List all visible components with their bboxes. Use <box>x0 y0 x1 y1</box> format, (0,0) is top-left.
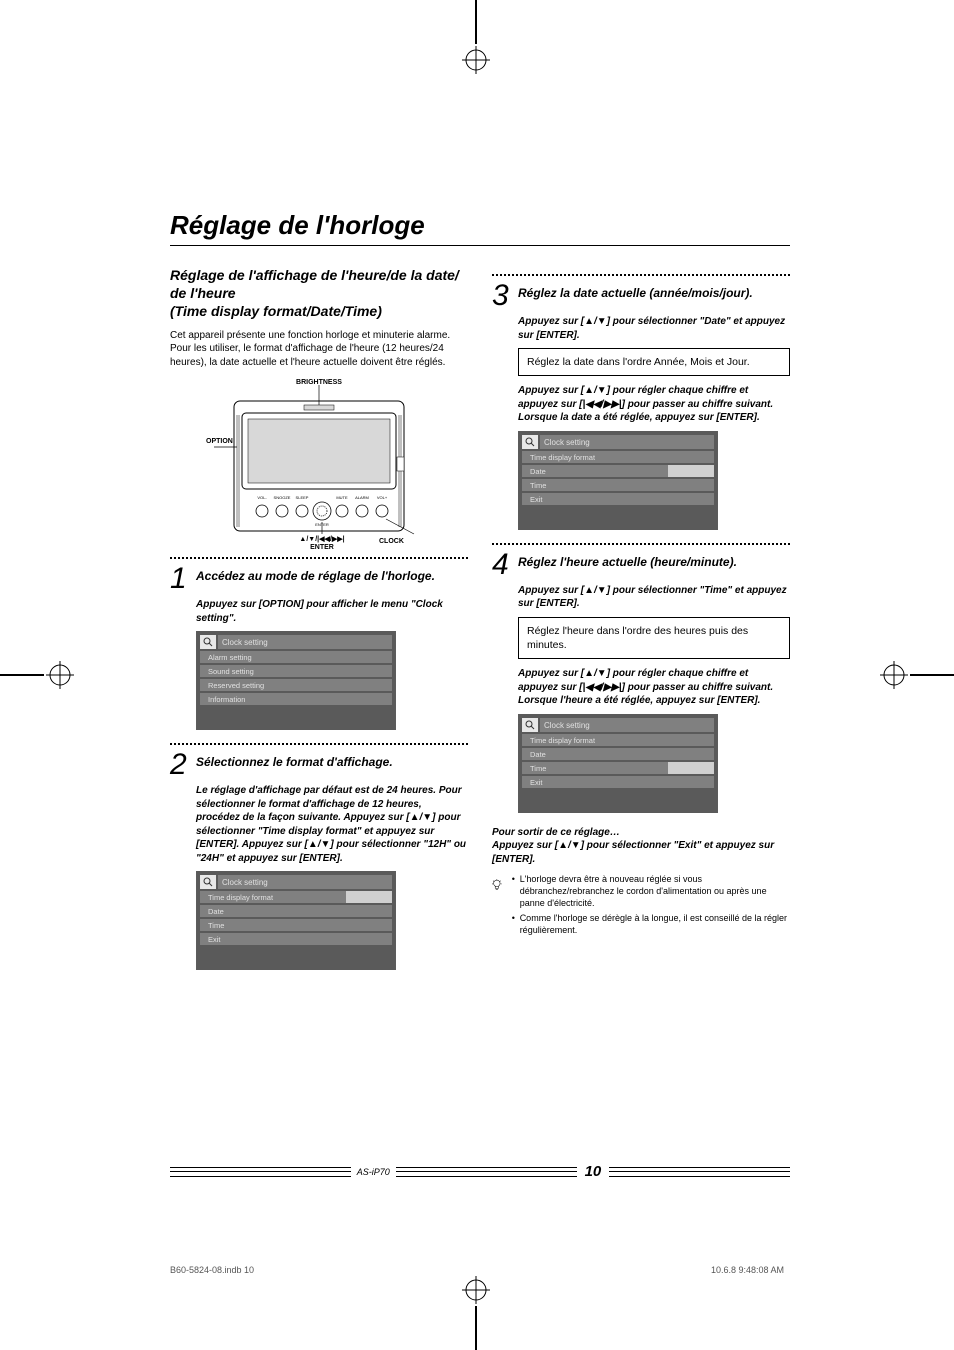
step-4-note: Réglez l'heure dans l'ordre des heures p… <box>518 617 790 659</box>
svg-text:Time display format: Time display format <box>208 893 274 902</box>
step-number: 4 <box>492 551 510 578</box>
svg-text:ALARM: ALARM <box>355 495 369 500</box>
svg-text:Clock setting: Clock setting <box>222 878 268 887</box>
step-1: 1 Accédez au mode de réglage de l'horlog… <box>170 565 468 592</box>
svg-text:Date: Date <box>530 750 546 759</box>
svg-text:Date: Date <box>530 467 546 476</box>
step-head: Réglez l'heure actuelle (heure/minute). <box>518 555 737 571</box>
step-number: 2 <box>170 751 188 778</box>
step-number: 3 <box>492 282 510 309</box>
section-heading: Réglage de l'affichage de l'heure/de la … <box>170 266 468 321</box>
tips-block: L'horloge devra être à nouveau réglée si… <box>492 874 790 940</box>
lightbulb-icon <box>492 874 502 896</box>
left-column: Réglage de l'affichage de l'heure/de la … <box>170 266 468 983</box>
heading-line2: (Time display format/Date/Time) <box>170 303 382 319</box>
print-info-left: B60-5824-08.indb 10 <box>170 1265 254 1275</box>
step-1-body: Appuyez sur [OPTION] pour afficher le me… <box>196 598 468 625</box>
print-info-right: 10.6.8 9:48:08 AM <box>711 1265 784 1275</box>
svg-text:Exit: Exit <box>530 778 543 787</box>
svg-text:Date: Date <box>208 907 224 916</box>
divider <box>170 557 468 559</box>
svg-text:Clock setting: Clock setting <box>544 438 590 447</box>
page-content: Réglage de l'horloge Réglage de l'affich… <box>170 210 790 1180</box>
step-3-body1: Appuyez sur [▲/▼] pour sélectionner "Dat… <box>518 315 790 342</box>
svg-text:Exit: Exit <box>530 495 543 504</box>
intro-text: Cet appareil présente une fonction horlo… <box>170 329 468 370</box>
svg-text:SLEEP: SLEEP <box>296 495 309 500</box>
step-2-screen: Clock setting Time display format Date Time… <box>196 871 468 975</box>
registration-mark-bottom <box>462 1276 490 1304</box>
svg-text:VOL+: VOL+ <box>377 495 388 500</box>
step-2: 2 Sélectionnez le format d'affichage. <box>170 751 468 778</box>
step-number: 1 <box>170 565 188 592</box>
svg-text:Time display format: Time display format <box>530 736 596 745</box>
svg-text:Exit: Exit <box>208 935 221 944</box>
svg-text:MUTE: MUTE <box>336 495 348 500</box>
svg-text:Time: Time <box>530 764 546 773</box>
heading-line1: Réglage de l'affichage de l'heure/de la … <box>170 267 459 301</box>
step-head: Accédez au mode de réglage de l'horloge. <box>196 569 435 585</box>
svg-text:Clock setting: Clock setting <box>544 721 590 730</box>
device-illustration: VOL- SNOOZE SLEEP MUTE ALARM VOL+ ENTER BRIG… <box>204 379 434 549</box>
tip-item: L'horloge devra être à nouveau réglée si… <box>512 874 790 909</box>
step-4-body1: Appuyez sur [▲/▼] pour sélectionner "Tim… <box>518 584 790 611</box>
divider <box>492 543 790 545</box>
footer-model: AS-iP70 <box>351 1167 396 1177</box>
svg-text:SNOOZE: SNOOZE <box>274 495 291 500</box>
svg-text:ENTER: ENTER <box>310 544 334 549</box>
svg-text:Time: Time <box>530 481 546 490</box>
svg-text:Time display format: Time display format <box>530 453 596 462</box>
svg-text:Reserved setting: Reserved setting <box>208 681 264 690</box>
step-head: Sélectionnez le format d'affichage. <box>196 755 393 771</box>
step-4-screen: Clock setting Time display format Date Time… <box>518 714 790 818</box>
step-3-note: Réglez la date dans l'ordre Année, Mois … <box>518 348 790 376</box>
exit-block: Pour sortir de ce réglage… Appuyez sur [… <box>492 826 790 867</box>
svg-text:VOL-: VOL- <box>257 495 267 500</box>
footer-page-number: 10 <box>577 1163 610 1180</box>
registration-mark-right <box>880 661 908 689</box>
svg-text:OPTION: OPTION <box>206 438 233 445</box>
tips-list: L'horloge devra être à nouveau réglée si… <box>508 874 790 940</box>
svg-text:Alarm setting: Alarm setting <box>208 653 252 662</box>
step-head: Réglez la date actuelle (année/mois/jour… <box>518 286 753 302</box>
step-2-body: Le réglage d'affichage par défaut est de… <box>196 784 468 865</box>
step-3-screen: Clock setting Time display format Date Time… <box>518 431 790 535</box>
exit-head: Pour sortir de ce réglage… <box>492 827 620 838</box>
registration-mark-left <box>46 661 74 689</box>
svg-text:BRIGHTNESS: BRIGHTNESS <box>296 379 342 386</box>
svg-text:Information: Information <box>208 695 245 704</box>
tip-item: Comme l'horloge se dérègle à la longue, … <box>512 913 790 936</box>
divider <box>170 743 468 745</box>
step-3: 3 Réglez la date actuelle (année/mois/jo… <box>492 282 790 309</box>
page-footer: AS-iP70 10 <box>170 1163 790 1180</box>
step-4-body2: Appuyez sur [▲/▼] pour régler chaque chi… <box>518 667 790 708</box>
page-title: Réglage de l'horloge <box>170 210 790 246</box>
registration-mark-top <box>462 46 490 74</box>
svg-text:CLOCK: CLOCK <box>379 538 404 545</box>
step-1-screen: Clock setting Alarm setting Sound setting R… <box>196 631 468 735</box>
svg-text:Time: Time <box>208 921 224 930</box>
right-column: 3 Réglez la date actuelle (année/mois/jo… <box>492 266 790 983</box>
step-3-body2: Appuyez sur [▲/▼] pour régler chaque chi… <box>518 384 790 425</box>
svg-text:Sound setting: Sound setting <box>208 667 254 676</box>
svg-text:Clock setting: Clock setting <box>222 638 268 647</box>
svg-text:▲/▼/|◀◀/▶▶|: ▲/▼/|◀◀/▶▶| <box>299 536 344 543</box>
exit-body: Appuyez sur [▲/▼] pour sélectionner "Exi… <box>492 840 774 865</box>
divider <box>492 274 790 276</box>
step-4: 4 Réglez l'heure actuelle (heure/minute)… <box>492 551 790 578</box>
